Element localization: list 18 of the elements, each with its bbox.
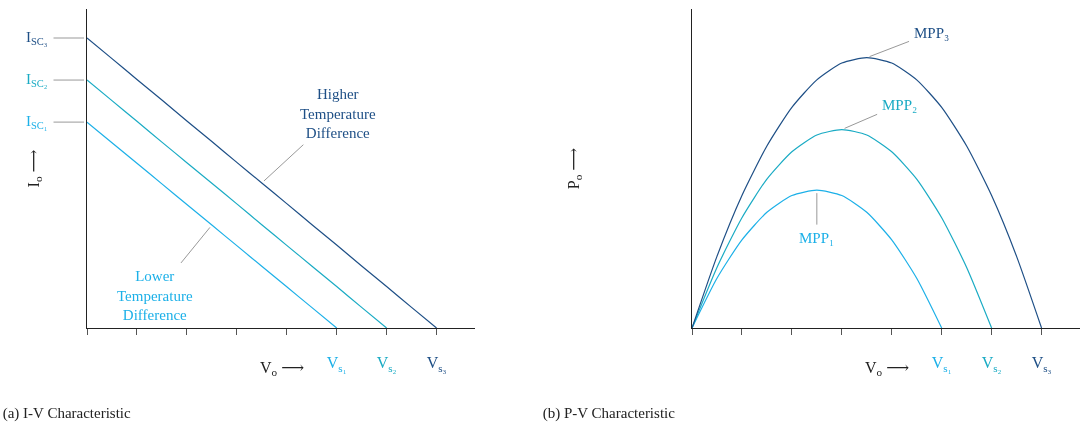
x-tick-label: V$_{s₂}$ xyxy=(376,354,397,374)
annotation: Lower Temperature Difference xyxy=(117,268,193,323)
x-axis-title: V$_{o}$ ⟶ xyxy=(865,359,910,379)
annotation: MPP₁ xyxy=(799,230,835,246)
text: (b) P-V Characteristic xyxy=(542,405,676,423)
text: I$_{SC₂}$ xyxy=(26,71,48,90)
annotation: MPP₂ xyxy=(882,97,918,113)
x-tick-label: V$_{s₂}$ xyxy=(981,354,1002,374)
x-tick-label: V$_{s₁}$ xyxy=(931,354,952,374)
x-tick-label: V$_{s₃}$ xyxy=(426,354,447,374)
annotation: Higher Temperature Difference xyxy=(300,86,376,141)
x-tick-label: V$_{s₁}$ xyxy=(326,354,347,374)
text: MPP₃ xyxy=(914,25,950,41)
text: I$_{SC₃}$ xyxy=(26,29,48,48)
x-axis-title: V$_{o}$ ⟶ xyxy=(260,359,305,379)
text: I$_{SC₁}$ xyxy=(26,113,48,132)
x-tick-label: V$_{s₃}$ xyxy=(1031,354,1052,374)
text: (a) I-V Characteristic xyxy=(2,405,132,423)
